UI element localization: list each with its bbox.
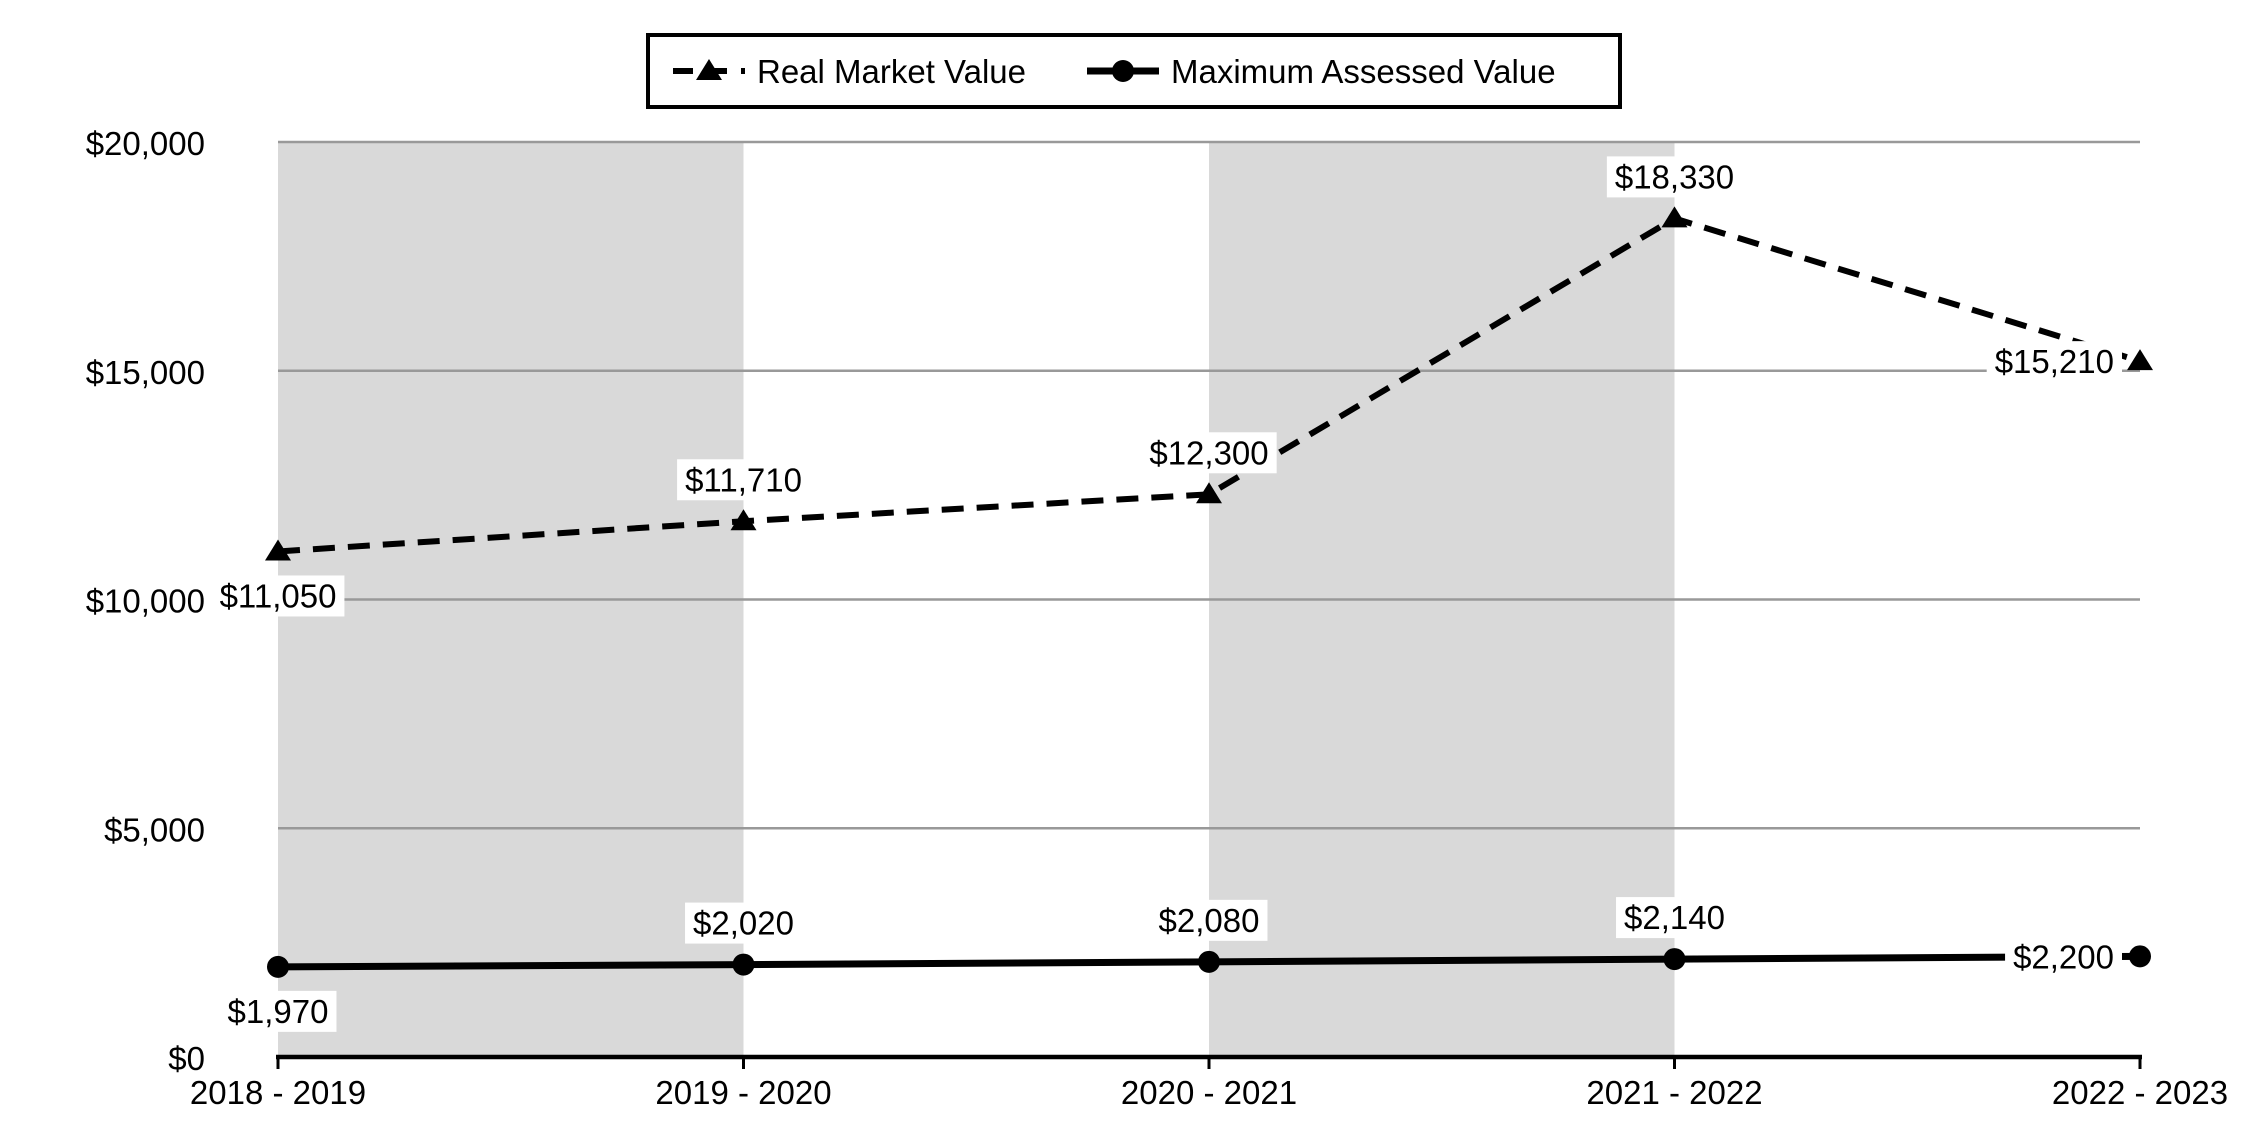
legend-circle-marker-icon: [1112, 60, 1134, 82]
data-label-bg: [677, 459, 810, 501]
data-label-bg: [1141, 432, 1277, 474]
data-label-text: $11,710: [685, 461, 802, 498]
data-label: $2,200: [2005, 936, 2122, 978]
data-label: $2,080: [1150, 899, 1268, 941]
data-label-bg: [211, 575, 345, 617]
data-label-bg: [1986, 341, 2122, 383]
data-label: $2,020: [685, 902, 802, 944]
data-label: $15,210: [1986, 341, 2122, 383]
legend: Real Market Value Maximum Assessed Value: [646, 33, 1622, 109]
data-label-text: $18,330: [1615, 158, 1734, 195]
data-label: $18,330: [1606, 156, 1743, 198]
circle-marker-icon: [2129, 945, 2151, 968]
triangle-marker-icon: [265, 539, 291, 561]
data-label: $2,140: [1616, 897, 1733, 939]
x-tick-label: 2019 - 2020: [655, 1074, 831, 1111]
triangle-marker-icon: [1661, 206, 1688, 228]
triangle-marker-icon: [2127, 349, 2153, 371]
x-tick-label: 2018 - 2019: [190, 1074, 366, 1111]
data-label-bg: [1616, 897, 1733, 939]
data-label-bg: [1606, 156, 1743, 198]
circle-marker-icon: [267, 955, 289, 978]
data-label-text: $2,080: [1159, 902, 1260, 939]
x-tick-label: 2022 - 2023: [2052, 1074, 2228, 1111]
data-label-text: $15,210: [1995, 343, 2114, 380]
x-tick-label: 2020 - 2021: [1121, 1074, 1297, 1111]
data-label: $11,050: [211, 575, 345, 617]
data-label-text: $11,050: [220, 577, 337, 614]
legend-triangle-marker-icon: [696, 59, 722, 80]
data-label-text: $2,200: [2013, 938, 2114, 975]
data-label-bg: [1150, 899, 1268, 941]
legend-label: Maximum Assessed Value: [1171, 53, 1556, 90]
y-tick-label: $10,000: [86, 583, 205, 620]
data-label-text: $1,970: [228, 993, 329, 1030]
circle-marker-icon: [732, 953, 755, 976]
y-tick-label: $0: [168, 1040, 205, 1077]
data-label: $11,710: [677, 459, 810, 501]
triangle-marker-icon: [1196, 482, 1222, 504]
data-label: $1,970: [219, 990, 337, 1032]
data-label-bg: [219, 990, 337, 1032]
y-tick-label: $5,000: [104, 811, 205, 848]
y-tick-label: $20,000: [86, 125, 205, 162]
data-label: $12,300: [1141, 432, 1277, 474]
circle-marker-icon: [1198, 950, 1220, 973]
data-label-text: $12,300: [1149, 434, 1268, 471]
data-label-bg: [685, 902, 802, 944]
x-tick-label: 2021 - 2022: [1586, 1074, 1762, 1111]
legend-label: Real Market Value: [757, 53, 1026, 90]
y-tick-label: $15,000: [86, 354, 205, 391]
data-label-text: $2,140: [1624, 899, 1725, 936]
data-label-bg: [2005, 936, 2122, 978]
circle-marker-icon: [1663, 948, 1686, 971]
data-label-text: $2,020: [693, 905, 794, 942]
triangle-marker-icon: [730, 509, 757, 531]
